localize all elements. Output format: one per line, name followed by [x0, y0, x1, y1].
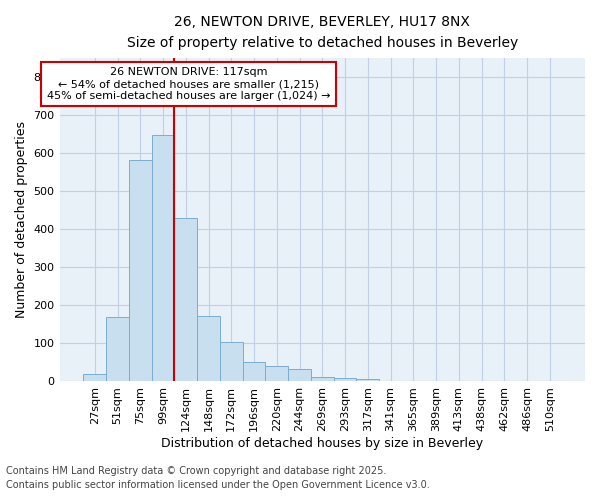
Bar — [175, 218, 197, 382]
Bar — [288, 369, 311, 382]
Bar — [311, 376, 334, 382]
Bar — [197, 316, 220, 382]
Text: Contains HM Land Registry data © Crown copyright and database right 2025.
Contai: Contains HM Land Registry data © Crown c… — [6, 466, 430, 490]
Bar — [152, 134, 175, 382]
Bar — [356, 379, 379, 382]
Text: 26 NEWTON DRIVE: 117sqm
← 54% of detached houses are smaller (1,215)
45% of semi: 26 NEWTON DRIVE: 117sqm ← 54% of detache… — [47, 68, 330, 100]
Bar — [129, 160, 152, 382]
Title: 26, NEWTON DRIVE, BEVERLEY, HU17 8NX
Size of property relative to detached house: 26, NEWTON DRIVE, BEVERLEY, HU17 8NX Siz… — [127, 15, 518, 50]
Bar — [242, 362, 265, 382]
X-axis label: Distribution of detached houses by size in Beverley: Distribution of detached houses by size … — [161, 437, 484, 450]
Bar — [220, 342, 242, 382]
Bar — [334, 378, 356, 382]
Bar — [379, 380, 402, 382]
Bar — [83, 374, 106, 382]
Bar — [265, 366, 288, 382]
Bar — [106, 318, 129, 382]
Y-axis label: Number of detached properties: Number of detached properties — [15, 121, 28, 318]
